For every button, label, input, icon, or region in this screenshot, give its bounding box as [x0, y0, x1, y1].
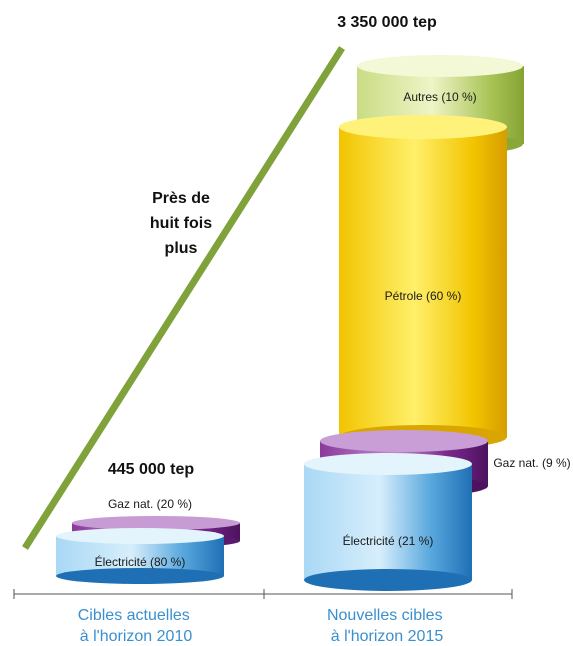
label-2015-petrole: Pétrole (60 %)	[385, 289, 462, 303]
category-label-2015: Nouvelles cibles à l'horizon 2015	[327, 607, 447, 645]
annotation-line-2: huit fois	[150, 215, 212, 232]
category-label-2015-line-2: à l'horizon 2015	[331, 628, 444, 645]
annotation-line-3: plus	[165, 240, 198, 257]
label-2015-gaz: Gaz nat. (9 %)	[493, 456, 570, 470]
annotation-line-1: Près de	[152, 190, 210, 207]
label-2010-gaz: Gaz nat. (20 %)	[108, 497, 192, 511]
total-2015: 3 350 000 tep	[337, 14, 437, 31]
category-label-2010: Cibles actuelles à l'horizon 2010	[78, 607, 195, 645]
label-2015-electricite: Électricité (21 %)	[343, 533, 434, 548]
total-2010: 445 000 tep	[108, 461, 195, 478]
growth-arrow	[22, 46, 345, 550]
label-2010-electricite: Électricité (80 %)	[95, 554, 186, 569]
category-label-2015-line-1: Nouvelles cibles	[327, 607, 443, 624]
bar-2015-petrole	[339, 115, 507, 449]
category-label-2010-line-1: Cibles actuelles	[78, 607, 190, 624]
label-2015-autres: Autres (10 %)	[403, 90, 476, 104]
category-label-2010-line-2: à l'horizon 2010	[80, 628, 193, 645]
bar-2010-electricite	[56, 528, 224, 584]
bar-2015-electricite	[304, 453, 472, 591]
